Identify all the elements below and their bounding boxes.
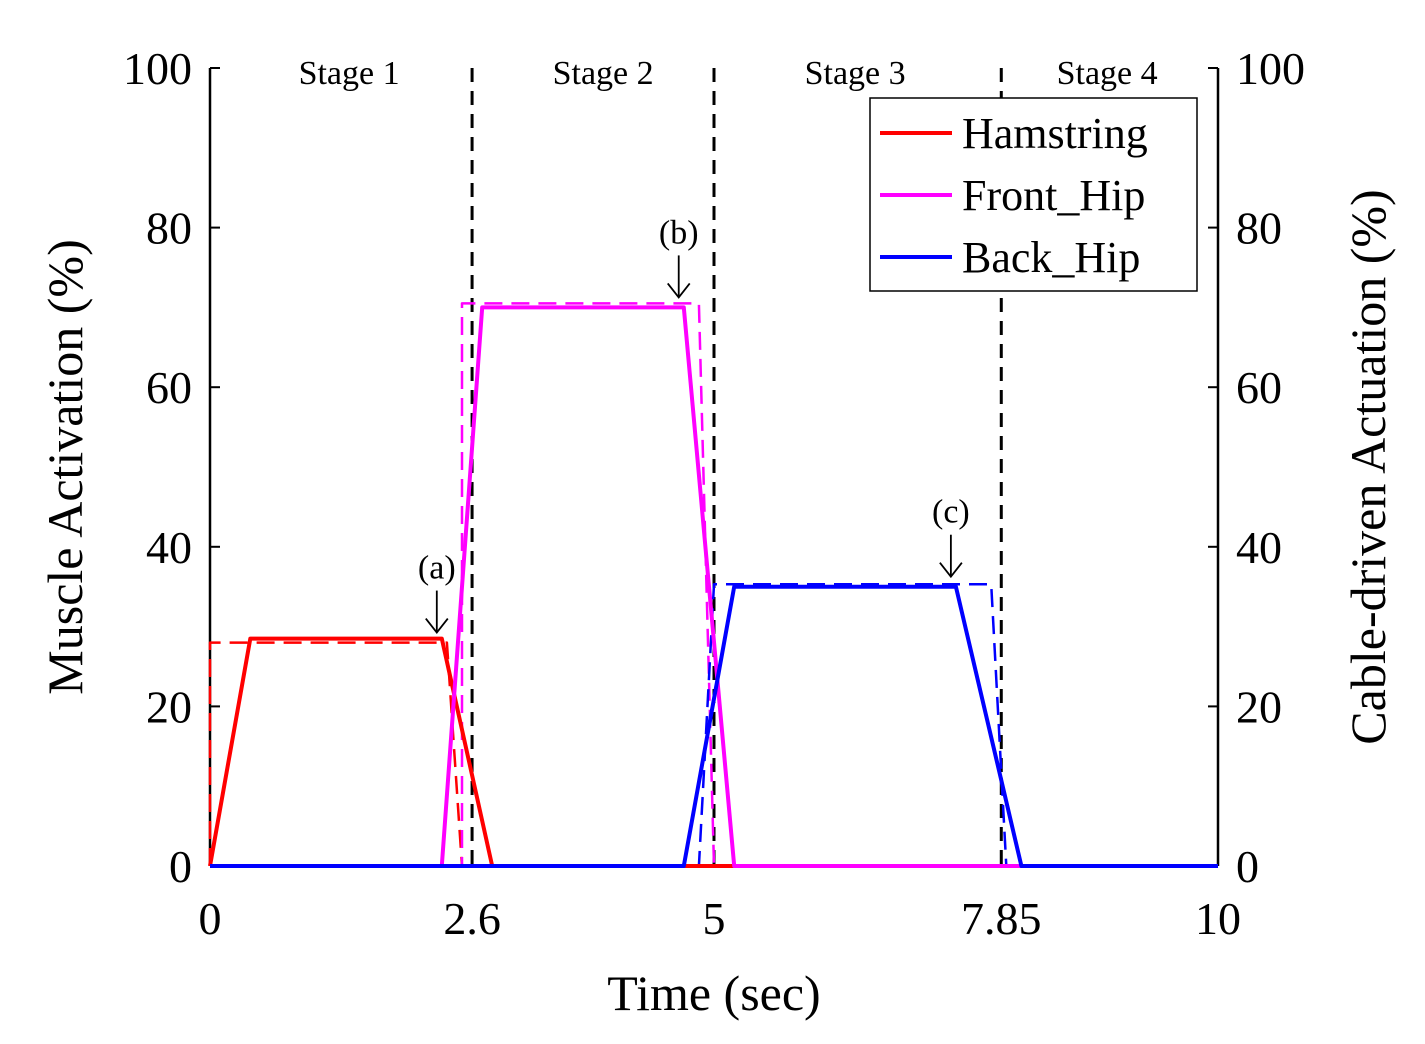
- x-tick-label: 0: [199, 893, 222, 944]
- y-tick-label-left: 20: [146, 681, 192, 732]
- y-tick-label-right: 100: [1236, 43, 1305, 94]
- y-tick-label-right: 40: [1236, 522, 1282, 573]
- x-tick-label: 2.6: [443, 893, 501, 944]
- y-tick-label-left: 0: [169, 841, 192, 892]
- y-tick-label-left: 40: [146, 522, 192, 573]
- legend-label: Hamstring: [962, 109, 1148, 158]
- annotation-arrow-head: [667, 282, 691, 299]
- series-line-back-hip: [210, 584, 1218, 868]
- annotation-arrow-head: [939, 562, 963, 579]
- legend-label: Back_Hip: [962, 233, 1140, 282]
- annotation-label: (c): [932, 494, 970, 531]
- y-tick-label-right: 0: [1236, 841, 1259, 892]
- legend-label: Front_Hip: [962, 171, 1145, 220]
- y-tick-label-right: 60: [1236, 362, 1282, 413]
- series-line-hamstring-cable: [208, 641, 1218, 868]
- x-axis-label: Time (sec): [607, 965, 820, 1021]
- y-axis-left-label: Muscle Activation (%): [37, 239, 93, 694]
- annotation-arrow-head: [425, 618, 449, 635]
- annotation-label: (b): [659, 214, 699, 251]
- x-tick-label: 5: [703, 893, 726, 944]
- stage-label: Stage 2: [553, 55, 654, 92]
- stage-label: Stage 3: [805, 55, 906, 92]
- y-axis-right-label: Cable-driven Actuation (%): [1340, 189, 1396, 744]
- y-tick-label-right: 80: [1236, 203, 1282, 254]
- y-tick-label-right: 20: [1236, 681, 1282, 732]
- stage-label: Stage 4: [1057, 55, 1158, 92]
- y-tick-label-left: 100: [123, 43, 192, 94]
- stage-label: Stage 1: [299, 55, 400, 92]
- series-line-front-hip-cable: [210, 302, 1218, 868]
- annotation-label: (a): [418, 550, 456, 587]
- legend: Hamstring Front_Hip Back_Hip: [869, 97, 1198, 292]
- y-tick-label-left: 80: [146, 203, 192, 254]
- y-tick-label-left: 60: [146, 362, 192, 413]
- x-tick-label: 10: [1195, 893, 1241, 944]
- x-tick-label: 7.85: [961, 893, 1042, 944]
